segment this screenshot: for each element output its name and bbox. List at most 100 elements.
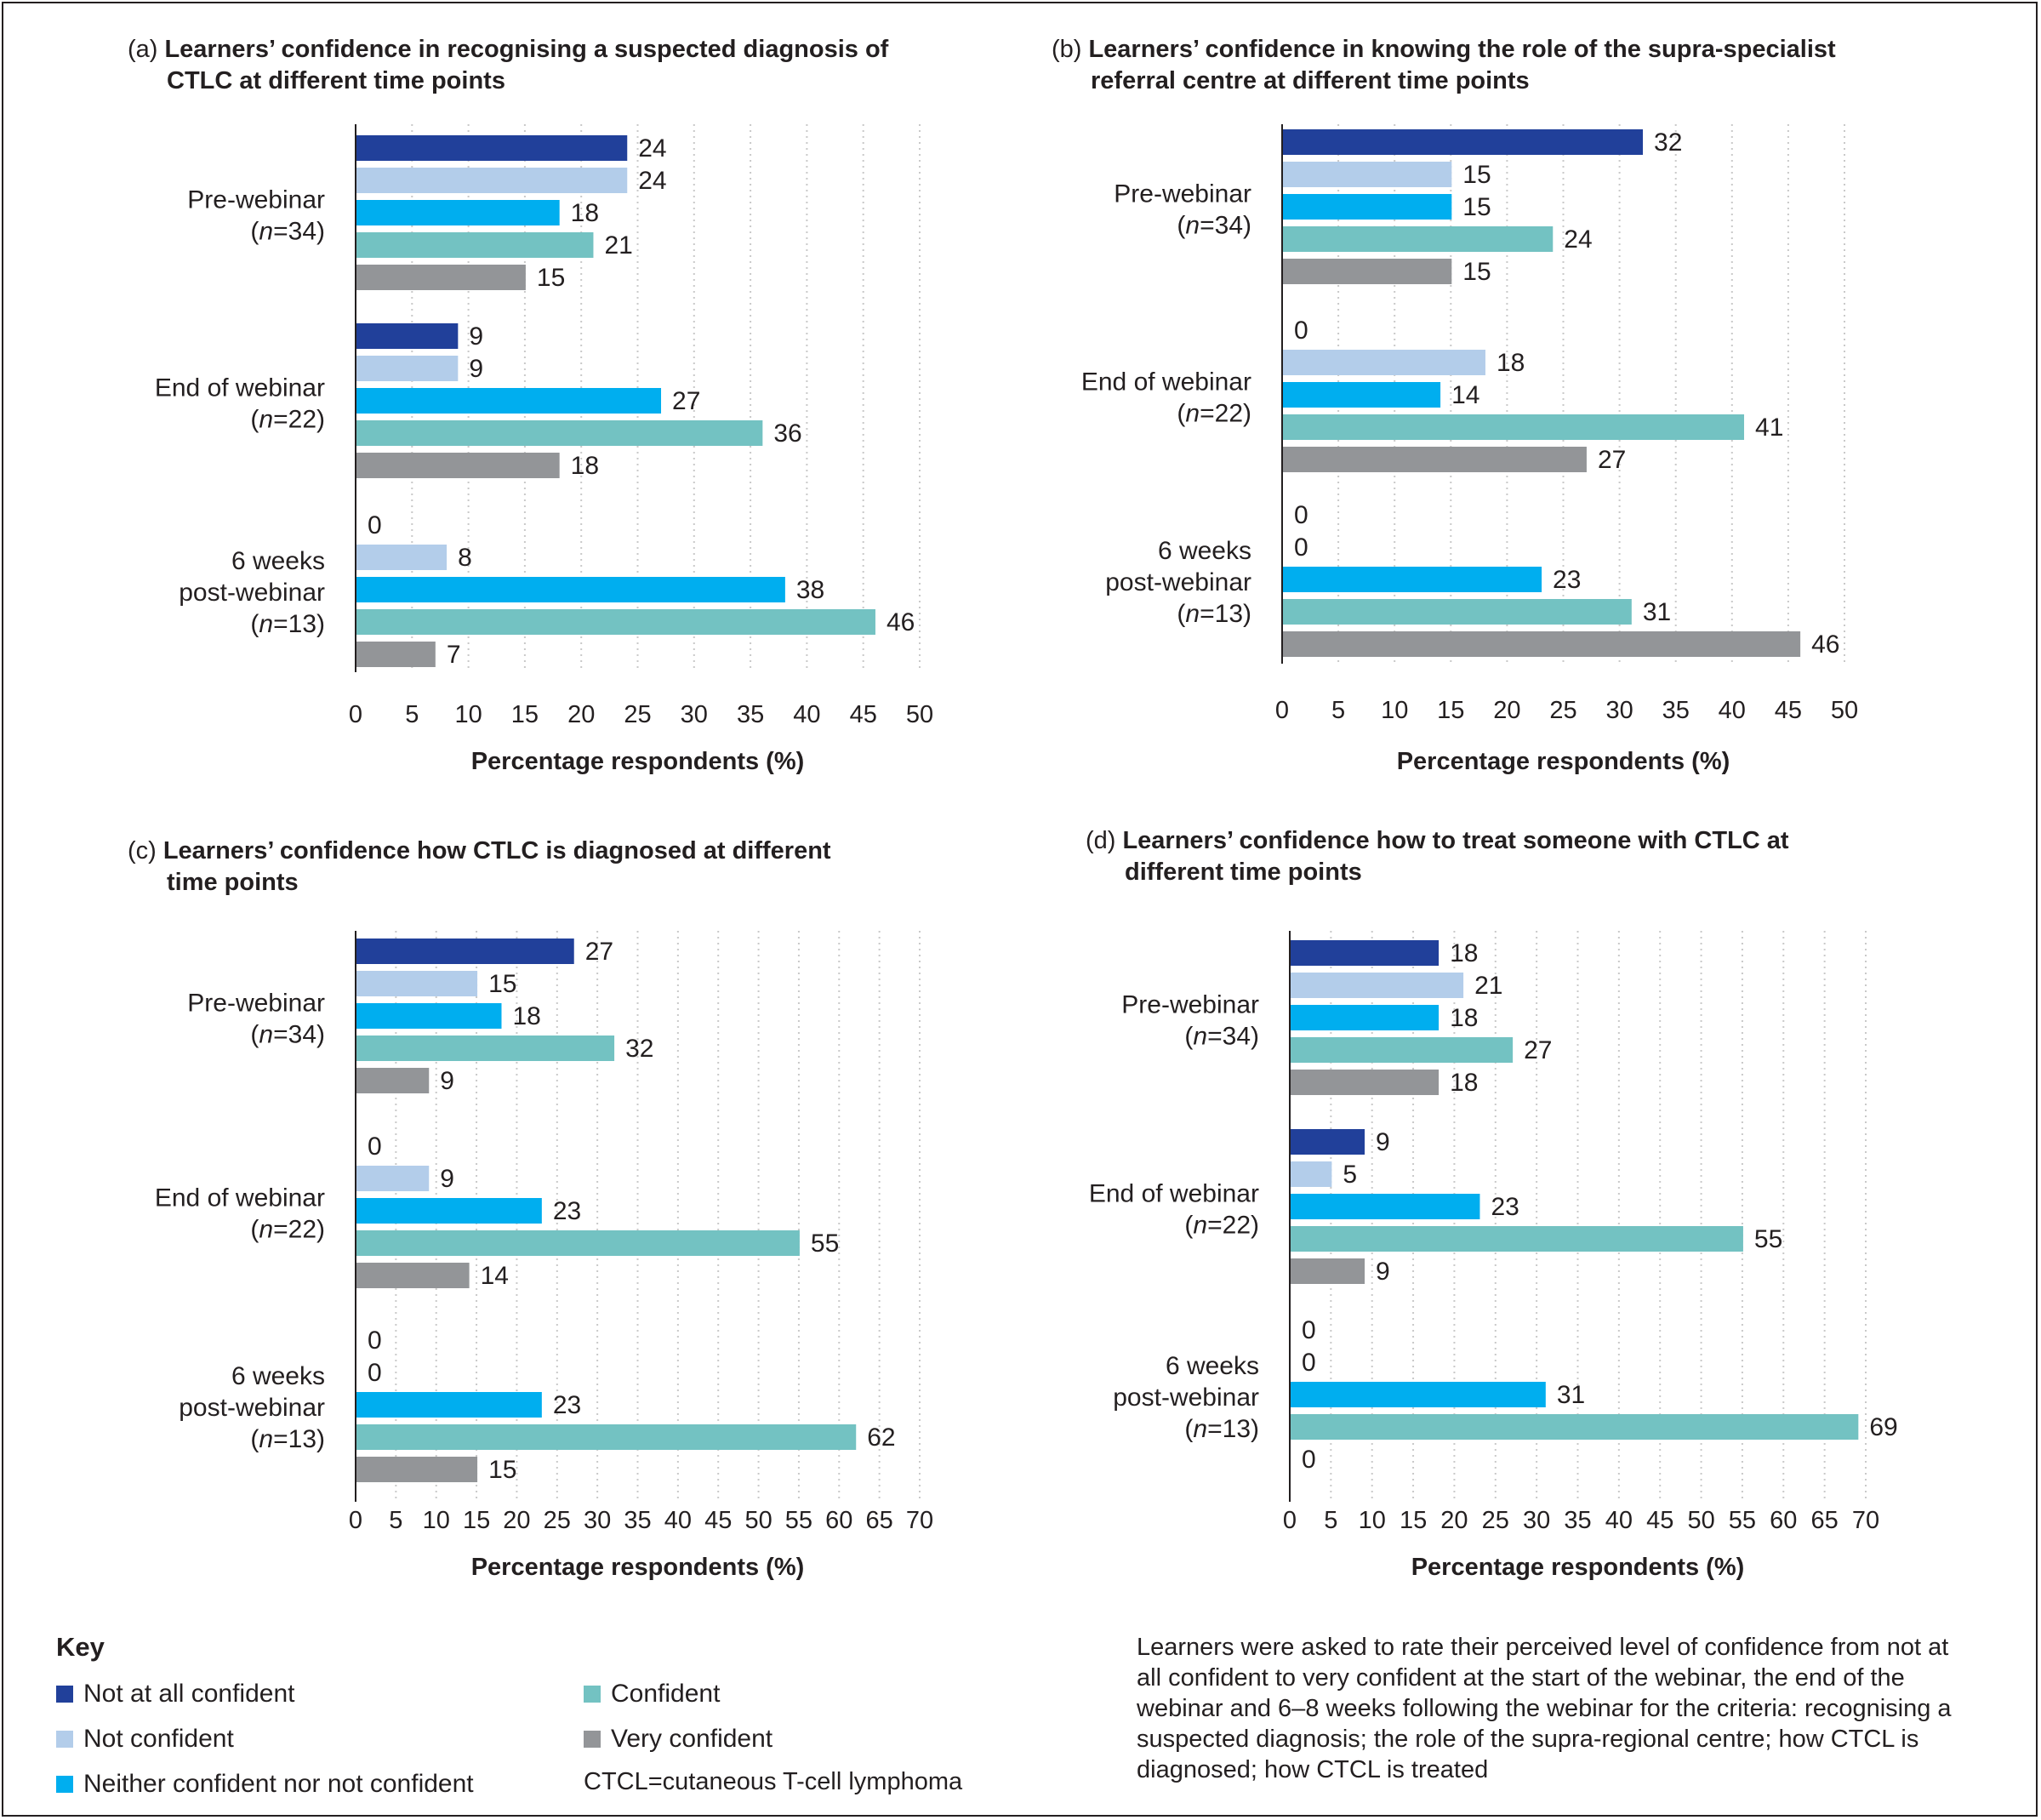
panel-a-data-label: 27	[672, 387, 700, 415]
panel-c-title-line1: Learners’ confidence how CTLC is diagnos…	[162, 837, 831, 864]
panel-d-data-label: 23	[1491, 1193, 1519, 1221]
panel-b-title: (b) Learners’ confidence in knowing the r…	[1052, 34, 1836, 97]
panel-d-tick-label: 10	[1359, 1507, 1386, 1534]
panel-a-category-label: (n=13)	[250, 610, 325, 638]
panel-c-data-label: 62	[867, 1423, 895, 1452]
panel-a-tick-label: 35	[737, 701, 764, 728]
panel-a-data-label: 21	[604, 231, 632, 260]
panel-d-bar-very-confident	[1291, 1070, 1440, 1095]
panel-c-data-label: 15	[488, 1456, 516, 1484]
panel-a-category-label: Pre-webinar	[187, 186, 325, 214]
panel-c-tick-label: 45	[704, 1507, 732, 1534]
panel-d-bar-confident	[1291, 1414, 1859, 1440]
panel-a-data-label: 0	[368, 511, 382, 539]
panel-b-tick-label: 50	[1831, 697, 1858, 724]
panel-d-category-label: (n=22)	[1184, 1212, 1259, 1240]
legend-label-very-confident: Very confident	[611, 1725, 773, 1753]
panel-c-bar-neither	[356, 1198, 542, 1224]
panel-a-tick-label: 30	[681, 701, 708, 728]
panel-b-tick-label: 40	[1719, 697, 1746, 724]
panel-b-tick-label: 5	[1331, 697, 1345, 724]
panel-b-data-label: 15	[1462, 258, 1491, 286]
panel-b-category-label: (n=22)	[1177, 400, 1251, 428]
legend-title: Key	[56, 1632, 105, 1662]
panel-b-data-label: 0	[1294, 533, 1308, 562]
panel-c-tick-label: 65	[866, 1507, 893, 1534]
panel-c-bar-not-confident	[356, 971, 478, 996]
panel-b-tick-label: 10	[1381, 697, 1408, 724]
panel-a-data-label: 8	[458, 544, 472, 572]
panel-a-data-label: 46	[887, 608, 915, 636]
panel-a-data-label: 24	[638, 134, 666, 163]
panel-d-title-line1: Learners’ confidence how to treat someon…	[1122, 827, 1789, 854]
panel-d-tick-label: 40	[1605, 1507, 1633, 1534]
panel-a-tick-label: 5	[405, 701, 419, 728]
panel-a-tick-label: 10	[454, 701, 482, 728]
panel-a-tick-label: 0	[349, 701, 362, 728]
panel-c-data-label: 55	[811, 1229, 839, 1258]
legend-label-neither: Neither confident nor not confident	[83, 1770, 474, 1798]
panel-c-bar-not-confident	[356, 1166, 430, 1191]
panel-d-tick-label: 30	[1523, 1507, 1550, 1534]
abbreviation-note: CTCL=cutaneous T-cell lymphoma	[584, 1768, 963, 1795]
panel-a-category-label: post-webinar	[179, 579, 325, 607]
panel-c-bar-neither	[356, 1392, 542, 1418]
panel-a-tick-label: 15	[511, 701, 539, 728]
panel-d-category-label: (n=13)	[1184, 1415, 1259, 1443]
panel-b-tick-label: 15	[1437, 697, 1464, 724]
panel-b-data-label: 0	[1294, 317, 1308, 345]
panel-a-bar-very-confident	[356, 453, 560, 478]
panel-c-data-label: 14	[481, 1262, 509, 1290]
panel-c-tick-label: 50	[744, 1507, 772, 1534]
panel-a-data-label: 7	[447, 641, 461, 669]
panel-b-category-label: Pre-webinar	[1114, 180, 1251, 208]
panel-a-data-label: 24	[638, 167, 666, 195]
panel-b-data-label: 0	[1294, 501, 1308, 529]
panel-c-data-label: 9	[440, 1165, 454, 1193]
panel-b-bar-not-at-all-confident	[1283, 129, 1644, 155]
panel-a-bar-confident	[356, 420, 763, 446]
panel-a-data-label: 18	[571, 452, 599, 480]
panel-d-data-label: 69	[1869, 1413, 1897, 1441]
panel-d-data-label: 9	[1376, 1258, 1390, 1286]
panel-b-chart: 0 5 10 15 20 25 30 35 40 45 50 Percentage responden…	[1081, 124, 1858, 775]
panel-b-data-label: 23	[1553, 566, 1581, 594]
legend-swatch-very-confident	[584, 1731, 601, 1748]
panel-d-data-label: 5	[1343, 1161, 1357, 1189]
panel-c-tick-label: 0	[349, 1507, 362, 1534]
panel-d-bar-not-at-all-confident	[1291, 1129, 1365, 1155]
panel-c-title: (c) Learners’ confidence how CTLC is diag…	[128, 836, 831, 899]
panel-b-bar-very-confident	[1283, 631, 1801, 657]
panel-d-tick-label: 35	[1564, 1507, 1591, 1534]
panel-d-bar-confident	[1291, 1037, 1514, 1063]
panel-a-bar-not-confident	[356, 356, 459, 381]
panel-c-category-label: (n=13)	[250, 1425, 325, 1453]
panel-d-category-label: (n=34)	[1184, 1023, 1259, 1051]
panel-c-data-label: 0	[368, 1326, 382, 1355]
panel-b-title-line2: referral centre at different time points	[1091, 67, 1530, 94]
panel-a-bar-neither	[356, 200, 560, 225]
panel-b-data-label: 32	[1654, 128, 1682, 157]
panel-c-tick-label: 70	[906, 1507, 933, 1534]
panel-c-data-label: 32	[625, 1035, 653, 1063]
panel-c-tick-label: 60	[825, 1507, 852, 1534]
panel-b-data-label: 15	[1462, 193, 1491, 221]
panel-d-category-label: End of webinar	[1089, 1180, 1259, 1208]
panel-d-tick-label: 60	[1770, 1507, 1797, 1534]
panel-b-letter: (b)	[1052, 36, 1082, 63]
panel-b-bar-very-confident	[1283, 447, 1587, 472]
panel-c-bar-very-confident	[356, 1263, 470, 1288]
panel-d-letter: (d)	[1086, 827, 1116, 854]
panel-d-bar-not-confident	[1291, 973, 1464, 998]
panel-c-data-label: 18	[512, 1002, 540, 1030]
panel-a-category-label: (n=22)	[250, 406, 325, 434]
panel-d-data-label: 18	[1450, 1069, 1478, 1097]
panel-a-bar-very-confident	[356, 265, 526, 290]
panel-c-data-label: 0	[368, 1133, 382, 1161]
panel-c-data-label: 23	[553, 1197, 581, 1225]
panel-d-bar-very-confident	[1291, 1258, 1365, 1284]
panel-d-category-label: post-webinar	[1113, 1384, 1259, 1412]
